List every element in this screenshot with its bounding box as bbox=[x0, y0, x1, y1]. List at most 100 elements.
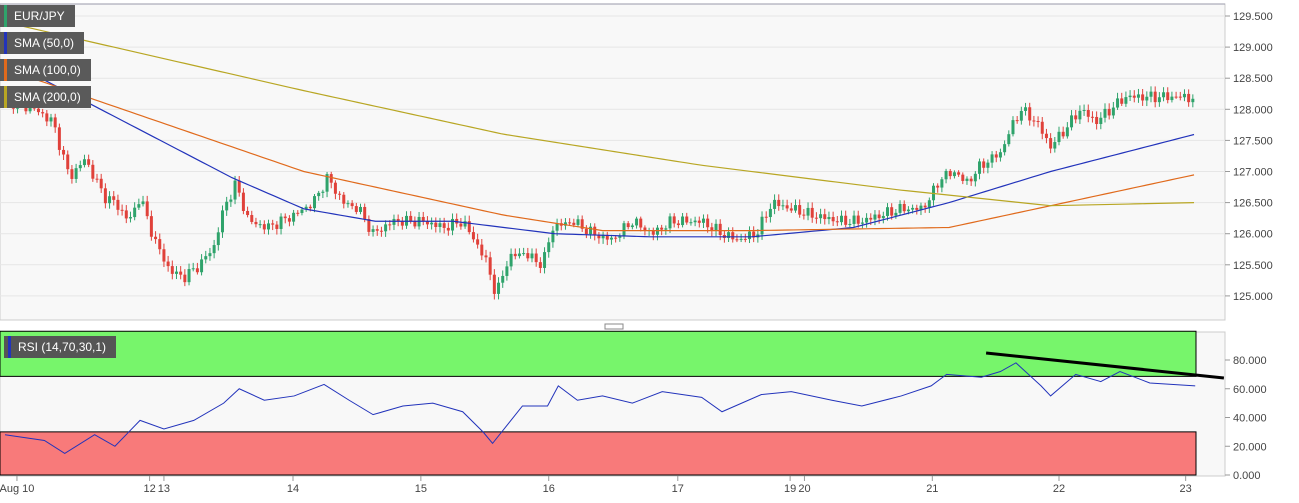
candle-body bbox=[342, 194, 346, 204]
pane-resize-handle[interactable] bbox=[604, 323, 624, 330]
legend-rsi-text: RSI (14,70,30,1) bbox=[18, 340, 107, 354]
candle-body bbox=[1162, 92, 1166, 98]
candle-body bbox=[852, 215, 856, 224]
candle-body bbox=[488, 257, 492, 275]
legend-sma200-text: SMA (200,0) bbox=[14, 90, 81, 104]
candle-body bbox=[948, 170, 952, 177]
time-axis-label: 12 bbox=[143, 483, 155, 495]
overbought-zone bbox=[0, 330, 1197, 377]
candle-body bbox=[296, 212, 300, 214]
candle-body bbox=[630, 225, 634, 228]
candle-body bbox=[308, 206, 312, 209]
candle-body bbox=[572, 222, 576, 225]
candle-body bbox=[212, 245, 216, 254]
candle-body bbox=[78, 165, 82, 169]
legend-sma100-text: SMA (100,0) bbox=[14, 63, 81, 77]
candle-body bbox=[1003, 144, 1007, 153]
candle-body bbox=[973, 173, 977, 182]
candle-body bbox=[354, 206, 358, 212]
candle-body bbox=[1153, 91, 1157, 103]
candle-body bbox=[584, 228, 588, 235]
candle-body bbox=[1011, 120, 1015, 135]
time-axis-label: 13 bbox=[158, 483, 170, 495]
candle-body bbox=[191, 268, 195, 270]
candle-body bbox=[701, 218, 705, 223]
candle-body bbox=[589, 226, 593, 235]
time-axis-label: Aug 10 bbox=[0, 483, 34, 495]
candle-body bbox=[133, 207, 137, 218]
candle-body bbox=[41, 112, 45, 114]
candle-body bbox=[614, 237, 618, 239]
candle-body bbox=[894, 212, 898, 216]
candle-body bbox=[350, 203, 354, 207]
candle-body bbox=[626, 223, 630, 228]
rsi-line bbox=[4, 362, 1196, 455]
candle-body bbox=[802, 214, 806, 216]
candle-body bbox=[718, 223, 722, 235]
candle-body bbox=[1078, 110, 1082, 120]
candle-body bbox=[241, 192, 245, 211]
candle-body bbox=[823, 214, 827, 220]
candle-body bbox=[819, 214, 823, 219]
candle-body bbox=[547, 242, 551, 253]
candle-body bbox=[978, 161, 982, 174]
candle-body bbox=[421, 216, 425, 222]
candle-body bbox=[120, 209, 124, 211]
candle-body bbox=[957, 172, 961, 175]
candle-body bbox=[346, 203, 350, 205]
price-axis-label: 125.500 bbox=[1233, 260, 1273, 272]
candle-body bbox=[363, 206, 367, 220]
candle-body bbox=[969, 178, 973, 182]
candle-body bbox=[944, 170, 948, 180]
candle-body bbox=[538, 262, 542, 268]
candle-body bbox=[300, 209, 304, 214]
candle-body bbox=[229, 199, 233, 202]
candle-body bbox=[1170, 96, 1174, 101]
candle-body bbox=[304, 206, 308, 210]
candle-body bbox=[1157, 97, 1161, 103]
candle-body bbox=[1132, 95, 1136, 98]
candle-body bbox=[375, 229, 379, 231]
candle-body bbox=[580, 219, 584, 229]
candle-body bbox=[911, 207, 915, 210]
candle-body bbox=[434, 222, 438, 227]
candle-body bbox=[1178, 96, 1182, 98]
candle-body bbox=[706, 218, 710, 228]
candle-body bbox=[1116, 98, 1120, 108]
candle-body bbox=[727, 232, 731, 238]
candle-body bbox=[936, 185, 940, 188]
candle-body bbox=[1187, 93, 1191, 103]
candle-body bbox=[279, 216, 283, 229]
candle-body bbox=[313, 196, 317, 209]
candle-body bbox=[1015, 120, 1019, 122]
candle-body bbox=[108, 196, 112, 204]
candle-body bbox=[91, 164, 95, 179]
legend-rsi: RSI (14,70,30,1) bbox=[4, 336, 117, 358]
legend-symbol: EUR/JPY bbox=[0, 5, 75, 27]
candle-body bbox=[1128, 95, 1132, 98]
candle-body bbox=[200, 259, 204, 273]
candle-body bbox=[886, 207, 890, 216]
rsi-axis-label: 60.000 bbox=[1233, 384, 1267, 396]
candle-body bbox=[927, 200, 931, 208]
candle-body bbox=[57, 127, 61, 150]
candle-body bbox=[1166, 92, 1170, 101]
candle-body bbox=[860, 222, 864, 224]
candle-body bbox=[906, 209, 910, 212]
candle-body bbox=[179, 271, 183, 275]
time-axis-label: 14 bbox=[287, 483, 299, 495]
candle-body bbox=[773, 199, 777, 209]
candle-body bbox=[844, 215, 848, 225]
candle-body bbox=[601, 234, 605, 239]
candle-body bbox=[329, 174, 333, 183]
candle-body bbox=[271, 223, 275, 225]
candle-body bbox=[998, 152, 1002, 158]
candle-body bbox=[250, 215, 254, 222]
candle-body bbox=[714, 223, 718, 231]
candle-body bbox=[643, 227, 647, 231]
candle-body bbox=[124, 210, 128, 219]
time-axis-label: 17 bbox=[672, 483, 684, 495]
candle-body bbox=[522, 253, 526, 255]
candle-body bbox=[655, 227, 659, 235]
